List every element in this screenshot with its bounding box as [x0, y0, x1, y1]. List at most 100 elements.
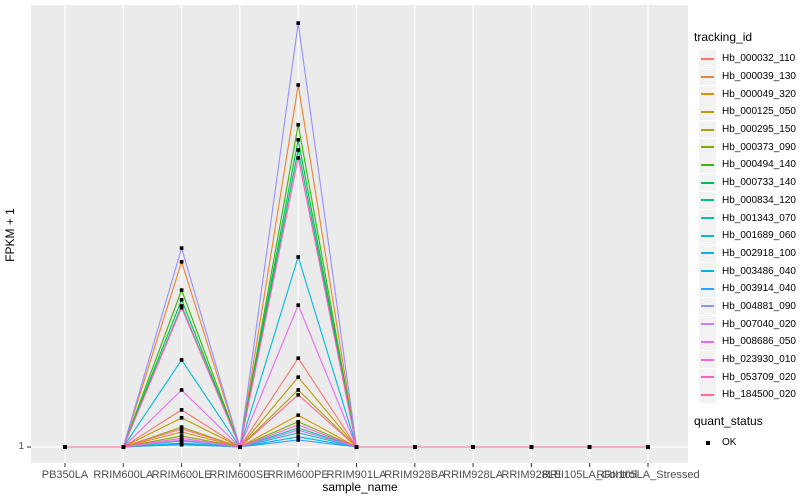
x-axis-title: sample_name	[322, 480, 398, 494]
legend-item: Hb_000295_150	[692, 121, 798, 139]
legend-item-label: Hb_000494_140	[722, 159, 796, 171]
data-point	[529, 445, 534, 449]
legend-item: Hb_000834_120	[692, 191, 798, 210]
data-point	[63, 445, 67, 449]
x-tick-label: RRIM600LE	[151, 469, 212, 481]
data-point	[121, 445, 126, 449]
legend-item-label: Hb_000125_050	[722, 106, 796, 118]
legend-key-swatch	[699, 50, 716, 68]
legend-key-swatch	[699, 68, 716, 86]
legend-item: Hb_002918_100	[692, 244, 798, 263]
legend-item: Hb_004881_090	[692, 297, 798, 316]
legend-item-label: Hb_001689_060	[722, 230, 796, 242]
data-point	[296, 255, 300, 259]
data-point	[296, 388, 300, 392]
data-point	[179, 246, 184, 250]
legend-key-swatch	[699, 280, 716, 298]
data-point	[296, 438, 300, 442]
legend-item-label: Hb_002918_100	[722, 247, 796, 259]
data-point	[296, 435, 300, 439]
legend-item: Hb_023930_010	[692, 351, 798, 369]
legend-key-swatch	[699, 315, 716, 333]
legend-item-label: Hb_000834_120	[722, 194, 796, 206]
legend-item-label: Hb_003914_040	[722, 283, 796, 295]
data-point	[587, 445, 592, 449]
legend-key-swatch	[699, 368, 716, 386]
data-point	[179, 436, 184, 440]
data-point	[413, 445, 417, 449]
x-tick-label: RRII105LA_Stressed	[596, 469, 700, 481]
legend-key-swatch	[699, 333, 716, 351]
legend-item-label: OK	[722, 437, 737, 449]
data-point	[179, 260, 184, 264]
x-tick-label: RRIM928LA	[443, 469, 504, 481]
x-tick-label: RRIM928LE	[501, 469, 562, 481]
legend-item-label: Hb_000295_150	[722, 124, 796, 136]
data-point	[296, 431, 300, 435]
data-point	[296, 303, 300, 307]
legend-panel: tracking_id Hb_000032_110 Hb_000039_130 Hb…	[692, 30, 798, 451]
data-point	[471, 445, 475, 449]
legend-item-label: Hb_053709_020	[722, 371, 796, 383]
legend-key-swatch	[699, 386, 716, 404]
legend-item-label: Hb_007040_020	[722, 318, 796, 330]
x-tick-label: PB350LA	[41, 469, 89, 481]
tracking-id-legend-items: Hb_000032_110 Hb_000039_130 Hb_000049_320 H…	[692, 50, 798, 404]
legend-key-swatch	[699, 156, 716, 174]
data-point	[179, 305, 184, 310]
legend-item: Hb_000373_090	[692, 138, 798, 156]
data-point	[179, 388, 184, 392]
legend-key-swatch	[699, 174, 716, 192]
data-point	[179, 442, 184, 447]
data-point	[296, 413, 300, 417]
data-point	[646, 445, 650, 449]
legend-key-swatch	[699, 85, 716, 103]
x-tick-label: RRIM901LA	[326, 469, 387, 481]
legend-key-swatch	[699, 103, 716, 121]
data-point	[296, 420, 300, 424]
y-axis-title: FPKM + 1	[3, 208, 17, 262]
legend-item: Hb_000032_110	[692, 50, 798, 68]
legend-key-swatch	[699, 121, 716, 139]
legend-item: Hb_001689_060	[692, 227, 798, 245]
legend-item: OK	[692, 434, 798, 452]
legend-key-swatch	[699, 351, 716, 369]
legend-item: Hb_000494_140	[692, 156, 798, 174]
legend-item-label: Hb_003486_040	[722, 265, 796, 277]
quant-status-legend: quant_status OK	[692, 414, 798, 452]
x-tick-label: RRII105LA_Control	[541, 469, 638, 481]
data-point	[179, 416, 184, 420]
legend-item: Hb_184500_020	[692, 386, 798, 404]
legend-item-label: Hb_023930_010	[722, 354, 796, 366]
data-point	[179, 298, 184, 302]
legend-item-label: Hb_000049_320	[722, 88, 796, 100]
legend-item-label: Hb_008686_050	[722, 336, 796, 348]
data-point	[354, 445, 359, 449]
data-point	[179, 430, 184, 434]
legend-item-label: Hb_000733_140	[722, 177, 796, 189]
legend-item-label: Hb_000373_090	[722, 141, 796, 153]
data-point	[296, 356, 300, 360]
legend-item: Hb_003914_040	[692, 280, 798, 298]
data-point	[296, 375, 300, 379]
legend-item: Hb_000049_320	[692, 85, 798, 103]
data-point	[179, 434, 184, 438]
data-point	[238, 445, 242, 449]
legend-item: Hb_000039_130	[692, 68, 798, 86]
legend-item: Hb_000733_140	[692, 174, 798, 192]
legend-item: Hb_053709_020	[692, 368, 798, 386]
data-point	[296, 138, 300, 142]
x-tick-label: RRIM600LA	[93, 469, 154, 481]
legend-key-swatch	[699, 297, 716, 315]
legend-item: Hb_001343_070	[692, 209, 798, 227]
data-point	[179, 288, 184, 292]
data-point	[296, 393, 300, 397]
legend-item: Hb_003486_040	[692, 262, 798, 280]
legend-item-label: Hb_001343_070	[722, 212, 796, 224]
data-point	[179, 427, 184, 431]
black-square-marker-icon	[699, 434, 716, 451]
legend-item: Hb_000125_050	[692, 103, 798, 121]
data-point	[296, 428, 300, 433]
data-point	[296, 426, 300, 430]
